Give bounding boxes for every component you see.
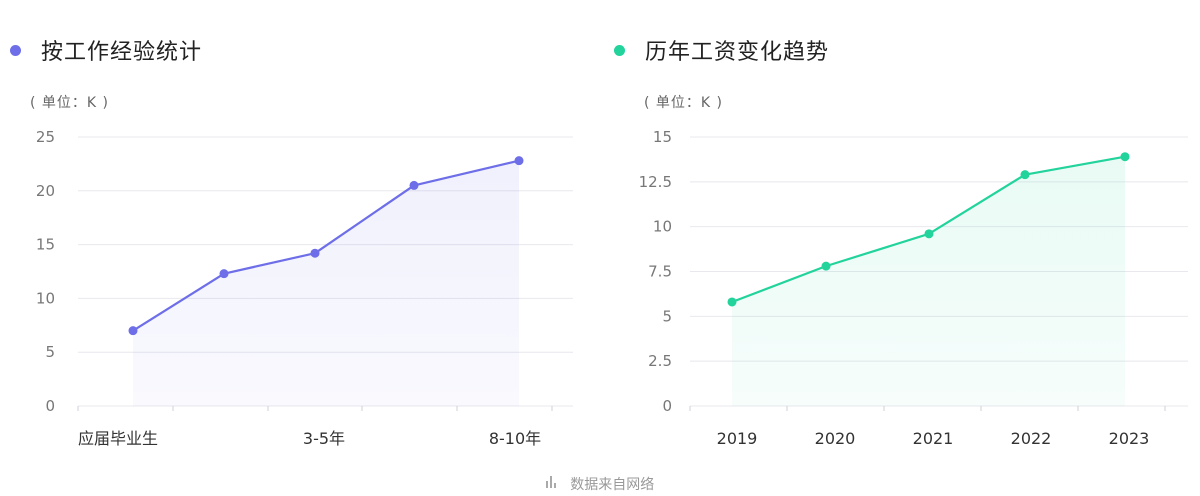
left-x-category-label: 3-5年 — [303, 429, 345, 448]
left-y-tick-label: 0 — [45, 397, 55, 415]
right-y-tick-label: 2.5 — [648, 352, 672, 370]
left-y-tick-label: 25 — [36, 128, 55, 146]
left-data-point — [219, 269, 229, 279]
charts-svg: 0 5 10 15 20 25 应届毕业生 3-5年 8-10年 0 2.5 5 7.5 10 12.5 15… — [36, 128, 1188, 448]
right-data-point — [727, 297, 737, 307]
right-title-row: 历年工资变化趋势 — [614, 34, 829, 66]
right-y-tick-label: 10 — [653, 218, 672, 236]
left-area-fill — [133, 160, 519, 406]
left-unit-label: ( 单位：K ) — [30, 95, 110, 111]
left-data-point — [514, 156, 524, 166]
left-data-point — [409, 180, 419, 190]
right-chart-title: 历年工资变化趋势 — [645, 40, 830, 65]
right-x-category-label: 2022 — [1011, 429, 1052, 448]
right-y-tick-label: 12.5 — [639, 173, 672, 191]
left-x-category-label: 8-10年 — [489, 429, 541, 448]
left-y-tick-label: 10 — [36, 289, 55, 307]
left-data-point — [128, 326, 138, 336]
left-title-row: 按工作经验统计 — [10, 34, 202, 66]
right-data-point — [1020, 170, 1030, 180]
right-chart-panel: 历年工资变化趋势 ( 单位：K ) — [600, 0, 1200, 470]
right-unit-label: ( 单位：K ) — [644, 95, 724, 111]
right-x-category-label: 2019 — [717, 429, 758, 448]
left-data-point — [310, 248, 320, 258]
left-chart-title: 按工作经验统计 — [41, 40, 203, 65]
left-y-tick-label: 20 — [36, 182, 55, 200]
left-x-category-label: 应届毕业生 — [78, 429, 158, 448]
footer-text: 数据来自网络 — [570, 477, 655, 493]
right-x-category-label: 2021 — [913, 429, 954, 448]
bar-chart-icon — [545, 476, 558, 492]
right-data-point — [924, 229, 934, 239]
left-chart-panel: 按工作经验统计 ( 单位：K ) — [0, 0, 600, 470]
right-legend-dot — [614, 44, 625, 56]
left-legend-dot — [10, 44, 21, 56]
right-data-point — [1120, 152, 1130, 162]
left-y-tick-label: 15 — [36, 236, 55, 254]
right-y-tick-label: 7.5 — [648, 263, 672, 281]
right-x-category-label: 2020 — [815, 429, 856, 448]
right-y-tick-label: 15 — [653, 128, 672, 146]
right-y-tick-label: 5 — [662, 307, 672, 325]
right-data-point — [821, 261, 831, 271]
footer-source: 数据来自网络 — [0, 474, 1200, 494]
right-y-tick-label: 0 — [662, 397, 672, 415]
right-area-fill — [732, 156, 1125, 406]
right-x-category-label: 2023 — [1109, 429, 1150, 448]
left-y-tick-label: 5 — [45, 343, 55, 361]
